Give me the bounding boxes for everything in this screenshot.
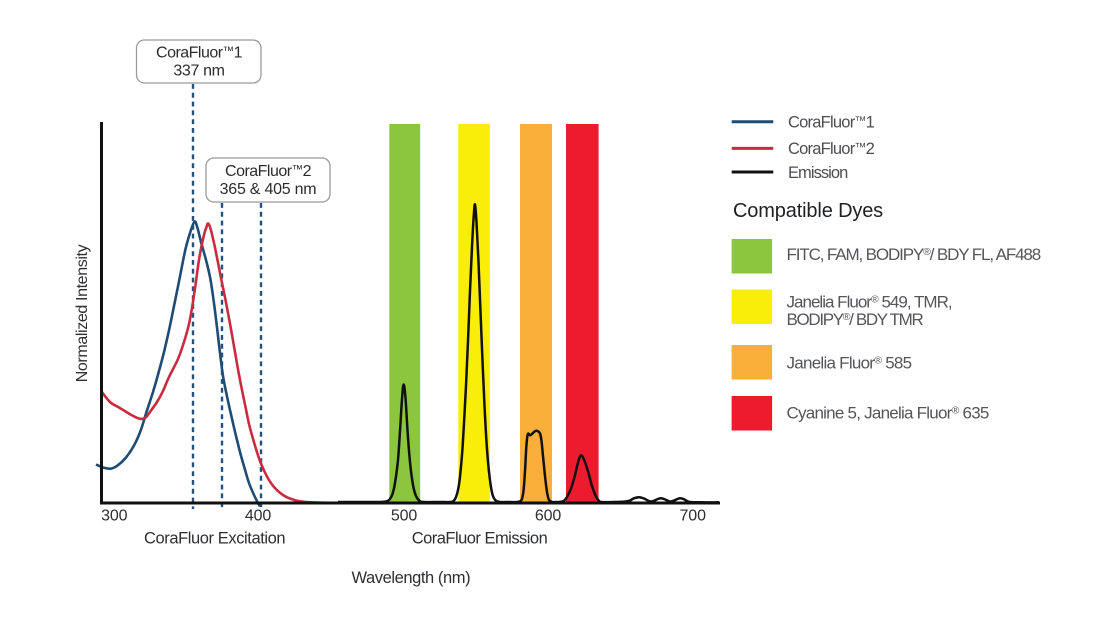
svg-text:CoraFluor™2: CoraFluor™2 [225,163,312,180]
svg-text:BODIPY®/ BDY TMR: BODIPY®/ BDY TMR [787,310,924,329]
svg-text:Emission: Emission [788,164,848,182]
svg-text:Cyanine 5, Janelia Fluor® 635: Cyanine 5, Janelia Fluor® 635 [787,404,989,423]
svg-text:CoraFluor™2: CoraFluor™2 [788,140,875,158]
svg-text:CoraFluor™1: CoraFluor™1 [156,45,243,62]
svg-text:400: 400 [245,508,272,525]
svg-text:700: 700 [680,508,707,525]
svg-text:600: 600 [535,508,562,525]
svg-text:500: 500 [391,508,418,525]
svg-text:Wavelength (nm): Wavelength (nm) [351,569,470,587]
svg-text:CoraFluor Excitation: CoraFluor Excitation [144,530,285,548]
svg-text:Compatible Dyes: Compatible Dyes [733,200,883,222]
svg-text:Janelia Fluor® 585: Janelia Fluor® 585 [787,354,912,373]
svg-text:CoraFluor™1: CoraFluor™1 [788,113,875,131]
svg-text:Normalized Intensity: Normalized Intensity [74,244,91,382]
svg-text:365 & 405 nm: 365 & 405 nm [220,181,317,198]
svg-text:Janelia Fluor® 549, TMR,: Janelia Fluor® 549, TMR, [787,293,952,312]
svg-text:FITC, FAM, BODIPY®/ BDY FL, AF: FITC, FAM, BODIPY®/ BDY FL, AF488 [787,245,1041,264]
svg-text:CoraFluor Emission: CoraFluor Emission [412,530,548,548]
svg-text:337 nm: 337 nm [173,63,224,80]
svg-text:300: 300 [101,508,128,525]
